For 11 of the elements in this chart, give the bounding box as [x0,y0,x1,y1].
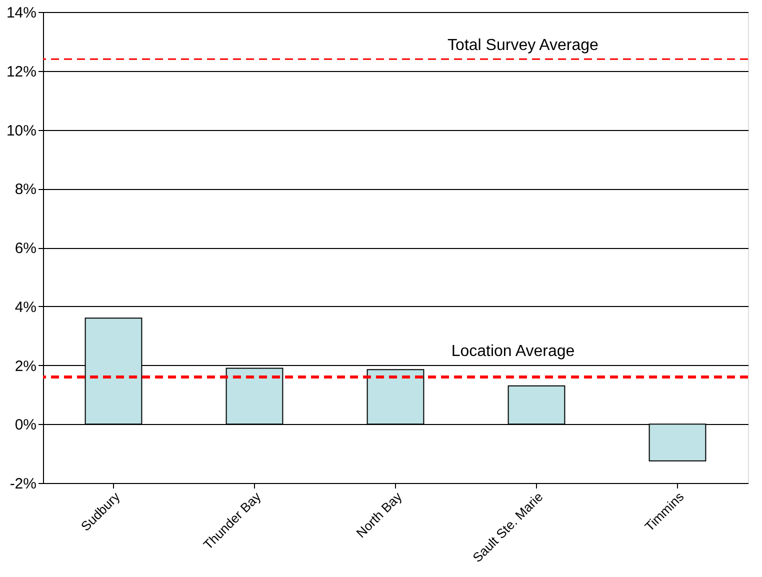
y-tick-label: 0% [14,416,36,434]
y-tick-label: -2% [10,476,36,492]
ref-line-label: Location Average [451,343,575,360]
ref-line-label: Total Survey Average [448,37,599,54]
y-tick-label: 2% [14,358,36,375]
y-tick-label: 4% [14,298,36,316]
y-tick-label: 10% [6,122,36,140]
y-tick-label: 14% [6,4,36,22]
y-tick-label: 6% [14,240,36,257]
y-tick-label: 8% [14,181,36,198]
y-tick-label: 12% [6,63,36,80]
